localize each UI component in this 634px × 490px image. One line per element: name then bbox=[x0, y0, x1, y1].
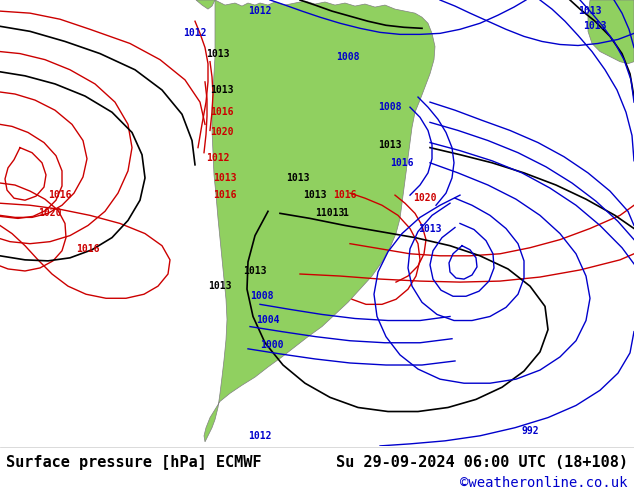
Text: 1004: 1004 bbox=[256, 315, 280, 324]
Polygon shape bbox=[204, 0, 435, 442]
Text: 1016: 1016 bbox=[391, 158, 414, 168]
Text: 1020: 1020 bbox=[210, 127, 234, 138]
Text: 1: 1 bbox=[342, 208, 348, 219]
Text: 1016: 1016 bbox=[213, 190, 236, 200]
Polygon shape bbox=[196, 0, 215, 9]
Text: 1013: 1013 bbox=[208, 281, 232, 291]
Text: 1013: 1013 bbox=[243, 266, 267, 276]
Text: ©weatheronline.co.uk: ©weatheronline.co.uk bbox=[460, 476, 628, 490]
Text: 1020: 1020 bbox=[413, 193, 437, 203]
Text: 1013: 1013 bbox=[206, 49, 230, 59]
Text: 1013: 1013 bbox=[213, 173, 236, 183]
Text: 1013: 1013 bbox=[418, 223, 442, 234]
Text: 1016: 1016 bbox=[210, 107, 234, 117]
Text: 1013: 1013 bbox=[303, 190, 327, 200]
Text: 1013: 1013 bbox=[378, 140, 402, 149]
Text: 1008: 1008 bbox=[378, 102, 402, 112]
Text: 992: 992 bbox=[521, 426, 539, 436]
Text: 1013: 1013 bbox=[210, 85, 234, 95]
Text: 1012: 1012 bbox=[183, 28, 207, 38]
Text: 1012: 1012 bbox=[206, 153, 230, 163]
Text: Su 29-09-2024 06:00 UTC (18+108): Su 29-09-2024 06:00 UTC (18+108) bbox=[335, 455, 628, 470]
Text: 1016: 1016 bbox=[76, 244, 100, 254]
Text: 1008: 1008 bbox=[336, 51, 359, 62]
Text: 1013: 1013 bbox=[286, 173, 310, 183]
Text: 1020: 1020 bbox=[38, 208, 61, 219]
Text: Surface pressure [hPa] ECMWF: Surface pressure [hPa] ECMWF bbox=[6, 455, 262, 470]
Text: 1013: 1013 bbox=[578, 6, 602, 16]
Text: 1013: 1013 bbox=[583, 21, 607, 31]
Polygon shape bbox=[588, 0, 634, 64]
Text: 1016: 1016 bbox=[48, 190, 72, 200]
Text: 1016: 1016 bbox=[333, 190, 357, 200]
Text: 1008: 1008 bbox=[250, 291, 274, 301]
Text: 1000: 1000 bbox=[260, 340, 284, 350]
Text: 1012: 1012 bbox=[249, 6, 272, 16]
Text: 1012: 1012 bbox=[249, 431, 272, 441]
Text: 11013: 11013 bbox=[315, 208, 345, 219]
